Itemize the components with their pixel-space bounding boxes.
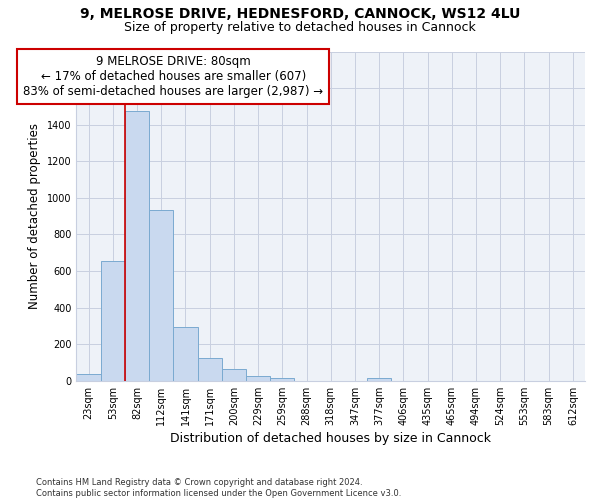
- Text: Size of property relative to detached houses in Cannock: Size of property relative to detached ho…: [124, 21, 476, 34]
- Bar: [76, 374, 101, 381]
- Bar: [270, 378, 295, 381]
- Bar: [125, 111, 149, 381]
- Bar: [197, 358, 222, 381]
- Bar: [101, 262, 125, 381]
- Bar: [246, 376, 270, 381]
- X-axis label: Distribution of detached houses by size in Cannock: Distribution of detached houses by size …: [170, 432, 491, 445]
- Bar: [173, 327, 197, 381]
- Text: 9, MELROSE DRIVE, HEDNESFORD, CANNOCK, WS12 4LU: 9, MELROSE DRIVE, HEDNESFORD, CANNOCK, W…: [80, 8, 520, 22]
- Bar: [149, 210, 173, 381]
- Bar: [367, 378, 391, 381]
- Y-axis label: Number of detached properties: Number of detached properties: [28, 123, 41, 309]
- Bar: [222, 369, 246, 381]
- Text: 9 MELROSE DRIVE: 80sqm
← 17% of detached houses are smaller (607)
83% of semi-de: 9 MELROSE DRIVE: 80sqm ← 17% of detached…: [23, 55, 323, 98]
- Text: Contains HM Land Registry data © Crown copyright and database right 2024.
Contai: Contains HM Land Registry data © Crown c…: [36, 478, 401, 498]
